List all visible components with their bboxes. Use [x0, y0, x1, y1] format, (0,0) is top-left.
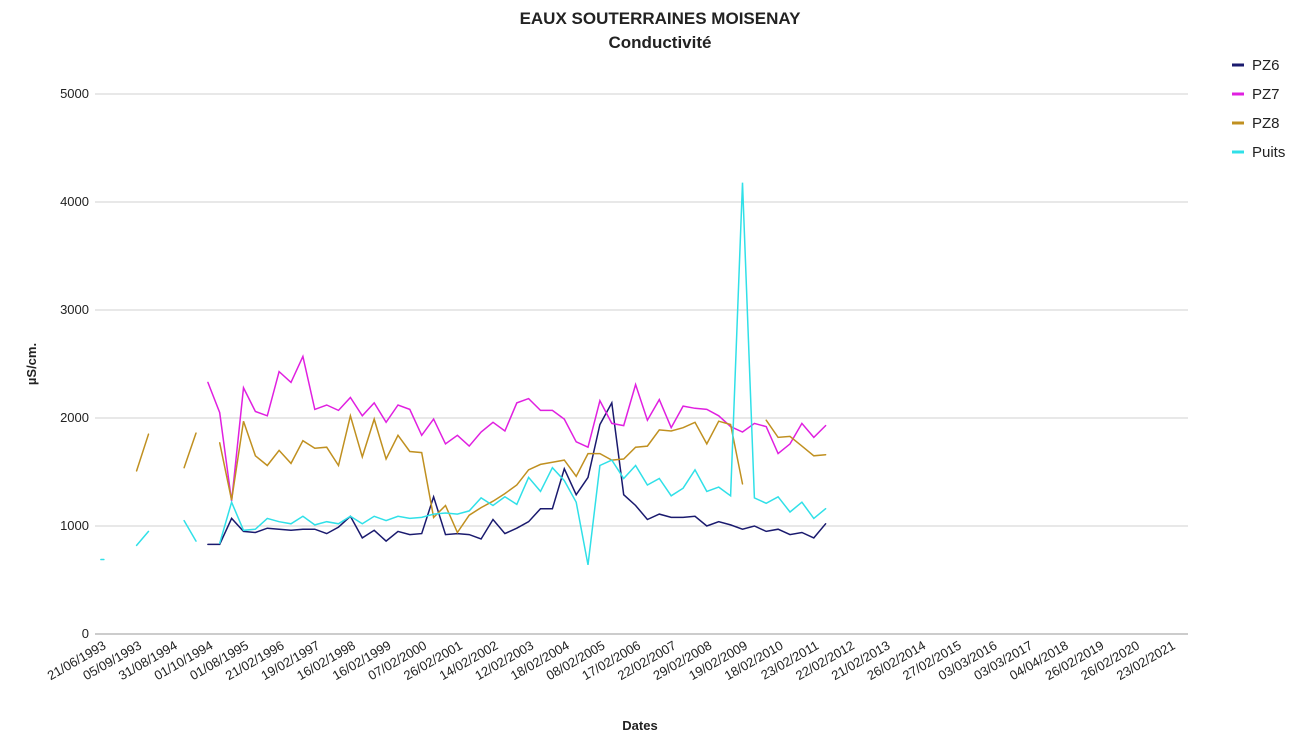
y-tick-label: 3000 [60, 302, 89, 317]
y-tick-label: 5000 [60, 86, 89, 101]
y-tick-label: 1000 [60, 518, 89, 533]
series-line [207, 354, 827, 502]
chart-subtitle: Conductivité [609, 33, 712, 52]
x-axis-label: Dates [622, 718, 657, 732]
y-axis-label: µS/cm. [24, 343, 39, 385]
legend-label: PZ8 [1252, 115, 1280, 132]
series-line [135, 412, 827, 535]
chart-title: EAUX SOUTERRAINES MOISENAY [520, 9, 802, 28]
legend-label: PZ7 [1252, 86, 1280, 103]
y-tick-label: 0 [82, 626, 89, 641]
y-tick-label: 4000 [60, 194, 89, 209]
y-tick-label: 2000 [60, 410, 89, 425]
legend-label: Puits [1252, 144, 1285, 161]
series-line [207, 400, 827, 546]
series-line [100, 182, 827, 566]
legend-label: PZ6 [1252, 57, 1280, 74]
